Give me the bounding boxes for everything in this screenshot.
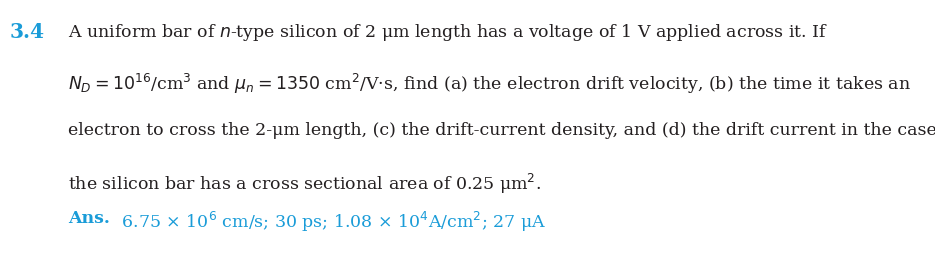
Text: the silicon bar has a cross sectional area of 0.25 μm$^2$.: the silicon bar has a cross sectional ar… [68,172,541,196]
Text: 3.4: 3.4 [10,22,45,42]
Text: Ans.: Ans. [68,210,110,227]
Text: 6.75 × 10$^6$ cm/s; 30 ps; 1.08 × 10$^4$A/cm$^2$; 27 μA: 6.75 × 10$^6$ cm/s; 30 ps; 1.08 × 10$^4$… [116,210,546,234]
Text: A uniform bar of $n$-type silicon of 2 μm length has a voltage of 1 V applied ac: A uniform bar of $n$-type silicon of 2 μ… [68,22,828,43]
Text: $N_D = 10^{16}$/cm$^3$ and $\mu_n = 1350$ cm$^2$/V·s, find (a) the electron drif: $N_D = 10^{16}$/cm$^3$ and $\mu_n = 1350… [68,72,911,96]
Text: electron to cross the 2-μm length, (c) the drift-current density, and (d) the dr: electron to cross the 2-μm length, (c) t… [68,122,935,139]
